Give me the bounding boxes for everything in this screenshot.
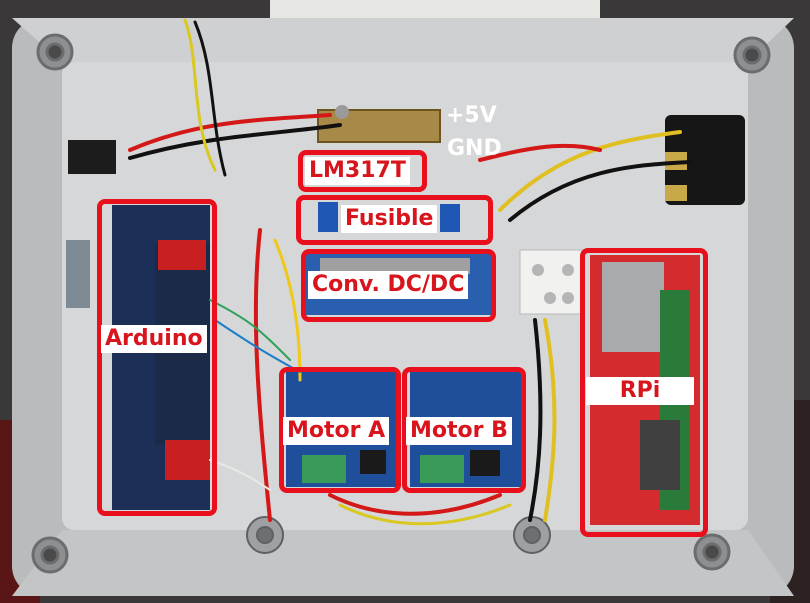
usb-port (66, 240, 90, 308)
v5-label: +5V (446, 103, 497, 128)
arduino-label: Arduino (101, 325, 207, 353)
power-switch (665, 115, 745, 205)
rpi-highlight (580, 248, 708, 537)
dc-jack (68, 140, 116, 174)
motor-b-label: Motor B (406, 417, 512, 445)
wiring (128, 18, 692, 526)
motor-a-highlight (279, 367, 401, 493)
lm317-highlight (298, 150, 427, 192)
fuse-label: Fusible (341, 205, 438, 233)
fuse-holder (318, 202, 338, 232)
conv-label: Conv. DC/DC (308, 271, 469, 299)
dcdc-highlight (301, 249, 496, 322)
bottom-nuts (246, 516, 551, 554)
motor-b-highlight (402, 367, 526, 493)
terminal-block (519, 249, 585, 315)
gnd-label: GND (447, 136, 502, 161)
fuse-highlight (296, 195, 493, 245)
lm317-label: LM317T (305, 157, 410, 185)
motor-a-label: Motor A (283, 417, 390, 445)
corner-screws (31, 33, 771, 574)
rpi-label: RPi (586, 377, 694, 405)
arduino-highlight (97, 199, 217, 516)
